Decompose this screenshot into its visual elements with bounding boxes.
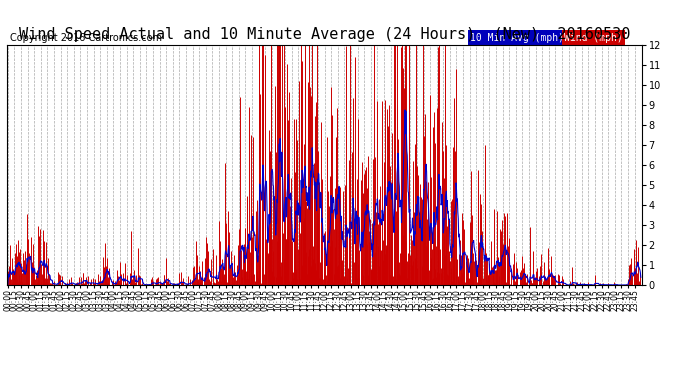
Text: 10 Min Avg (mph): 10 Min Avg (mph) bbox=[471, 33, 564, 43]
Title: Wind Speed Actual and 10 Minute Average (24 Hours)  (New)  20160530: Wind Speed Actual and 10 Minute Average … bbox=[19, 27, 630, 42]
Text: Copyright 2016 Cartronics.com: Copyright 2016 Cartronics.com bbox=[10, 33, 162, 43]
Text: Wind (mph): Wind (mph) bbox=[564, 33, 623, 43]
